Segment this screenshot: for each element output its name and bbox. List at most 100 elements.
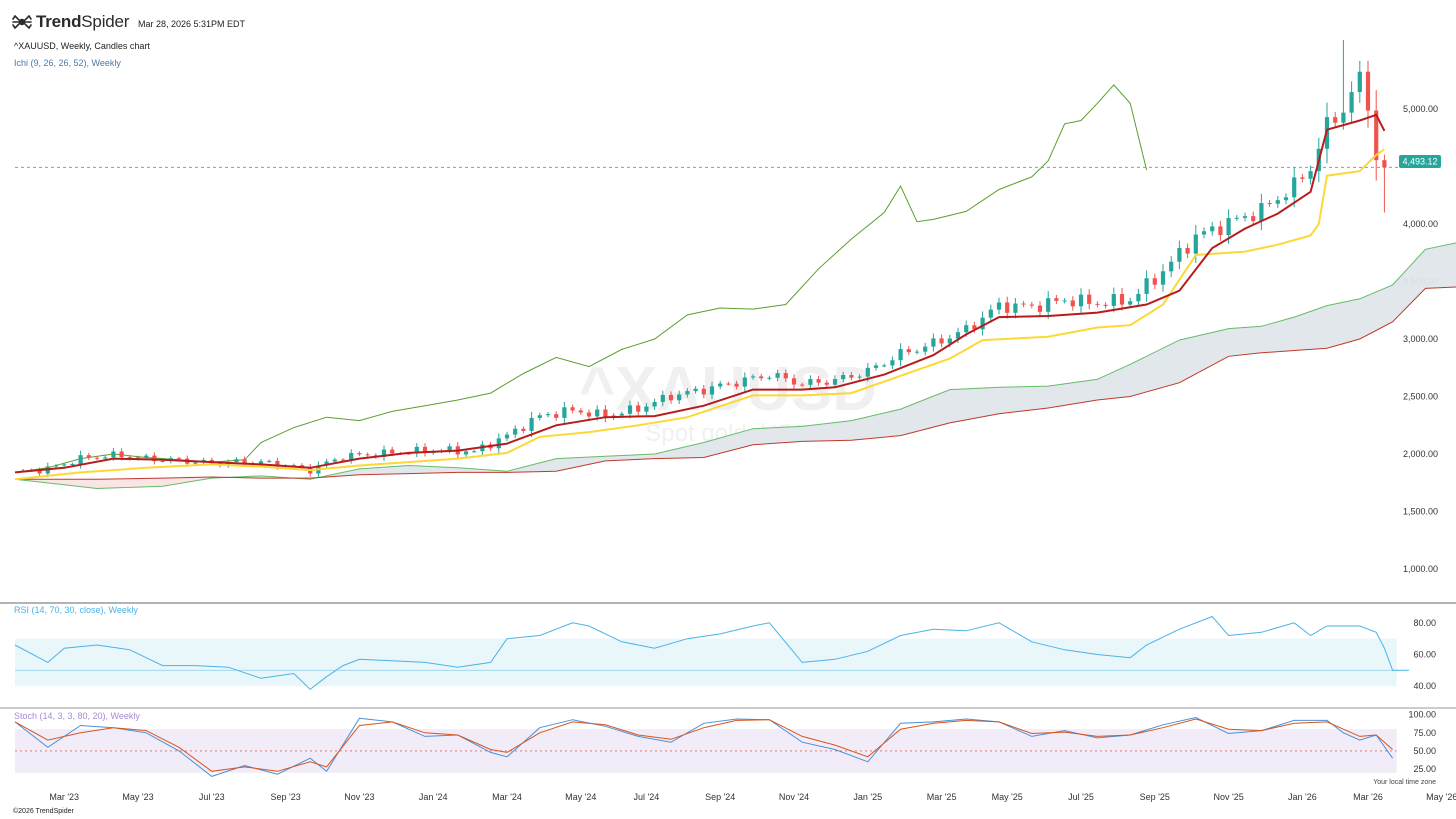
time-axis-tick: Jan '25 xyxy=(853,792,882,802)
time-axis-tick: Nov '23 xyxy=(344,792,374,802)
candle-up xyxy=(291,465,296,467)
candle-down xyxy=(1103,304,1108,306)
candle-up xyxy=(1292,177,1297,198)
candle-up xyxy=(627,405,633,414)
time-axis[interactable]: Mar '23 May '23 Jul '23 Sep '23 Nov '23 Jan '… xyxy=(49,792,1456,802)
candle-down xyxy=(1087,294,1092,304)
candle-up xyxy=(1275,200,1280,204)
candle-up xyxy=(865,367,870,377)
price-axis-tick: 2,500.00 xyxy=(1403,392,1438,402)
candle-up xyxy=(1283,197,1289,201)
time-axis-tick: May '24 xyxy=(565,792,596,802)
candle-down xyxy=(939,338,944,344)
candle-up xyxy=(258,461,264,464)
candle-up xyxy=(135,457,141,459)
candle-up xyxy=(898,349,903,361)
candle-down xyxy=(578,410,583,413)
candle-up xyxy=(513,428,518,435)
rsi-axis-tick: 60.00 xyxy=(1413,650,1436,660)
candle-up xyxy=(160,460,165,462)
candle-up xyxy=(857,376,862,378)
candle-down xyxy=(972,325,977,330)
time-axis-tick: Jul '23 xyxy=(199,792,225,802)
candle-down xyxy=(1333,117,1338,123)
rsi-pane[interactable]: 40.00 60.00 80.00 xyxy=(14,615,1436,692)
candle-up xyxy=(193,462,198,464)
candle-down xyxy=(668,394,674,401)
candle-up xyxy=(496,438,501,449)
candle-down xyxy=(1021,303,1026,305)
candle-up xyxy=(742,377,747,387)
ichimoku-indicator-label[interactable]: Ichi (9, 26, 26, 52), Weekly xyxy=(14,58,121,68)
candle-up xyxy=(463,451,469,455)
candle-down xyxy=(603,409,608,418)
candle-up xyxy=(1226,218,1231,236)
candle-up xyxy=(1349,92,1354,113)
candle-down xyxy=(119,451,124,458)
candle-up xyxy=(718,383,723,387)
candle-down xyxy=(849,374,854,378)
time-axis-tick: May '23 xyxy=(122,792,153,802)
stoch-axis-tick: 50.00 xyxy=(1413,746,1436,756)
candle-down xyxy=(791,378,797,385)
candle-up xyxy=(1169,261,1174,272)
brand-name: TrendSpider xyxy=(36,12,130,31)
candle-down xyxy=(1185,248,1190,254)
last-price-badge: 4,493.12 xyxy=(1399,155,1441,168)
rsi-label[interactable]: RSI (14, 70, 30, close), Weekly xyxy=(14,605,138,615)
stoch-pane[interactable]: 25.00 50.00 75.00 100.00 xyxy=(14,710,1436,777)
rsi-line xyxy=(14,615,1409,690)
main-price-pane[interactable]: 1,000.00 1,500.00 2,000.00 2,500.00 3,000.00… xyxy=(14,40,1456,574)
candle-up xyxy=(955,332,961,339)
candle-down xyxy=(94,457,100,459)
candle-up xyxy=(1128,301,1133,305)
candle-down xyxy=(1300,177,1305,179)
candle-up xyxy=(472,451,477,453)
candle-down xyxy=(1382,160,1387,168)
candle-up xyxy=(349,453,354,460)
candle-up xyxy=(1259,203,1264,221)
candle-up xyxy=(996,302,1002,310)
candle-up xyxy=(1062,300,1067,302)
candle-up xyxy=(1160,271,1166,285)
tenkan-sen-line xyxy=(14,113,1386,474)
candle-up xyxy=(767,377,772,379)
price-axis-tick: 1,000.00 xyxy=(1403,564,1438,574)
candle-up xyxy=(1234,217,1239,219)
candle-up xyxy=(1111,294,1116,306)
candle-down xyxy=(554,414,559,418)
candle-up xyxy=(964,325,969,333)
candle-down xyxy=(1095,303,1100,305)
candle-down xyxy=(726,383,731,385)
candle-down xyxy=(734,383,739,387)
time-axis-tick: Mar '24 xyxy=(492,792,522,802)
candle-up xyxy=(267,460,272,462)
price-axis-tick: 3,000.00 xyxy=(1403,334,1438,344)
stoch-d-line xyxy=(14,718,1393,772)
senkou-span-a-line xyxy=(14,242,1456,490)
candle-down xyxy=(1070,300,1075,307)
candle-up xyxy=(70,464,75,466)
candle-up xyxy=(1201,231,1207,235)
time-axis-tick: Mar '25 xyxy=(927,792,957,802)
timezone-label[interactable]: Your local time zone xyxy=(1373,779,1436,786)
candle-up xyxy=(144,455,149,458)
candle-up xyxy=(873,365,879,368)
candle-down xyxy=(701,388,706,395)
candle-up xyxy=(1341,112,1346,123)
time-axis-tick: Sep '23 xyxy=(270,792,300,802)
candle-down xyxy=(152,455,157,462)
stoch-label[interactable]: Stoch (14, 3, 3, 80, 20), Weekly xyxy=(14,711,140,721)
candle-up xyxy=(537,415,542,418)
time-axis-tick: Nov '25 xyxy=(1213,792,1243,802)
candle-down xyxy=(340,459,346,461)
symbol-description: ^XAUUSD, Weekly, Candles chart xyxy=(14,41,150,51)
candle-down xyxy=(299,465,305,468)
candle-up xyxy=(947,338,952,344)
candle-down xyxy=(127,457,132,459)
candle-up xyxy=(103,457,108,459)
candle-up xyxy=(447,446,452,451)
candle-down xyxy=(1218,226,1223,236)
candle-down xyxy=(816,379,821,383)
